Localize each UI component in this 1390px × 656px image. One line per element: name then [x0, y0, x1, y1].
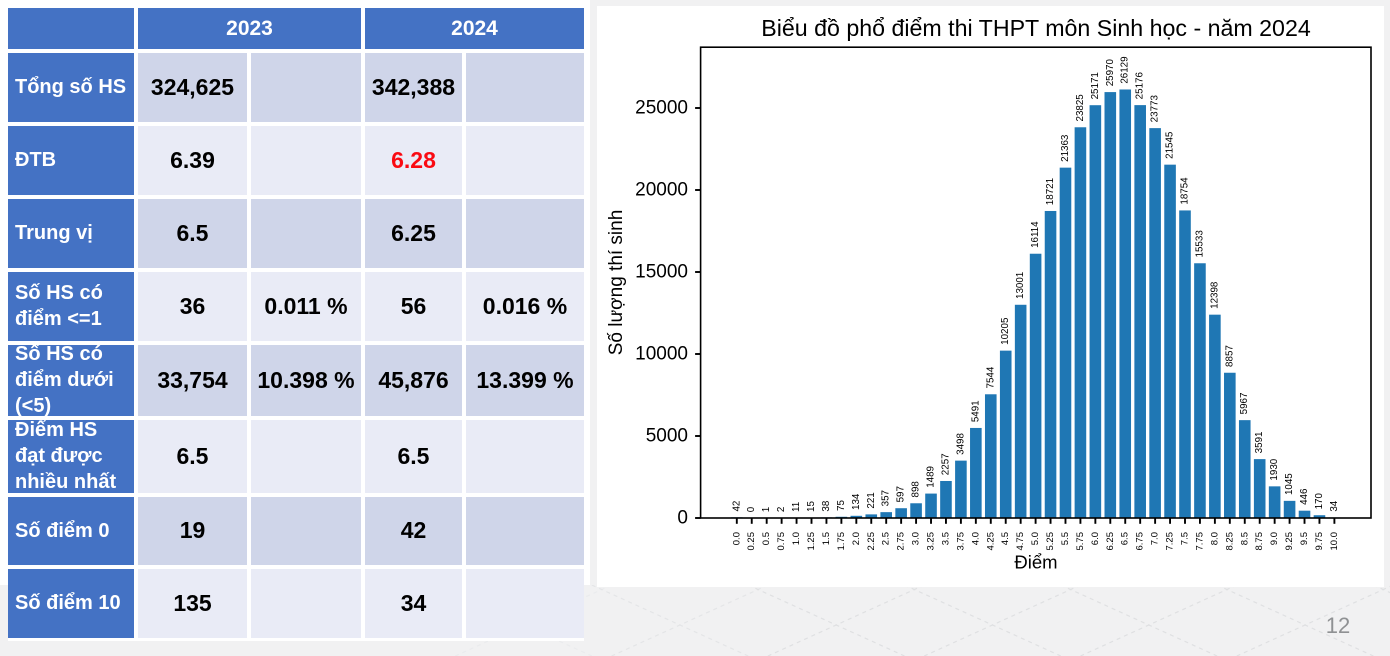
svg-text:5491: 5491 — [970, 400, 981, 422]
svg-text:0.75: 0.75 — [776, 532, 787, 551]
svg-text:5.0: 5.0 — [1030, 532, 1041, 545]
svg-text:5.25: 5.25 — [1045, 532, 1056, 551]
svg-text:15: 15 — [806, 501, 817, 512]
svg-text:9.25: 9.25 — [1284, 532, 1295, 551]
svg-text:7.5: 7.5 — [1180, 532, 1191, 545]
svg-text:10.0: 10.0 — [1329, 532, 1340, 551]
svg-text:1.25: 1.25 — [806, 532, 817, 551]
svg-text:16114: 16114 — [1030, 221, 1041, 248]
svg-text:7.75: 7.75 — [1194, 532, 1205, 551]
svg-text:2.0: 2.0 — [851, 532, 862, 545]
svg-text:4.25: 4.25 — [985, 532, 996, 551]
svg-text:25171: 25171 — [1090, 72, 1101, 99]
svg-text:8.5: 8.5 — [1239, 532, 1250, 545]
svg-text:38: 38 — [821, 500, 832, 511]
svg-text:9.75: 9.75 — [1314, 532, 1325, 551]
svg-text:221: 221 — [866, 492, 877, 508]
svg-text:21363: 21363 — [1060, 134, 1071, 162]
svg-text:6.75: 6.75 — [1135, 532, 1146, 551]
svg-text:6.0: 6.0 — [1090, 532, 1101, 545]
svg-text:6.25: 6.25 — [1105, 532, 1116, 551]
svg-text:15000: 15000 — [635, 262, 688, 283]
svg-text:8857: 8857 — [1224, 345, 1235, 367]
svg-text:8.75: 8.75 — [1254, 532, 1265, 551]
svg-text:10205: 10205 — [1000, 317, 1011, 345]
svg-text:0.0: 0.0 — [731, 532, 742, 545]
svg-text:5.5: 5.5 — [1060, 532, 1071, 545]
svg-text:1489: 1489 — [926, 466, 937, 488]
svg-text:13001: 13001 — [1015, 272, 1026, 299]
svg-text:7544: 7544 — [985, 366, 996, 388]
svg-text:1: 1 — [761, 507, 772, 512]
svg-text:15533: 15533 — [1194, 230, 1205, 258]
svg-text:0: 0 — [677, 508, 688, 529]
svg-text:2: 2 — [776, 507, 787, 512]
svg-text:11: 11 — [791, 502, 802, 512]
svg-text:10000: 10000 — [635, 344, 688, 365]
svg-text:3498: 3498 — [955, 432, 966, 454]
svg-text:3591: 3591 — [1254, 432, 1265, 454]
svg-text:18721: 18721 — [1045, 178, 1056, 205]
svg-text:1930: 1930 — [1269, 458, 1280, 480]
svg-text:Biểu đồ phổ điểm thi THPT môn: Biểu đồ phổ điểm thi THPT môn Sinh học -… — [761, 15, 1311, 41]
svg-text:5.75: 5.75 — [1075, 532, 1086, 551]
svg-text:5967: 5967 — [1239, 393, 1250, 415]
svg-text:357: 357 — [881, 490, 892, 506]
svg-text:4.75: 4.75 — [1015, 532, 1026, 551]
svg-text:6.5: 6.5 — [1120, 532, 1131, 545]
svg-text:8.25: 8.25 — [1224, 532, 1235, 551]
svg-text:1.5: 1.5 — [821, 532, 832, 545]
svg-text:25000: 25000 — [635, 98, 688, 119]
svg-text:898: 898 — [911, 481, 922, 498]
svg-text:2.25: 2.25 — [866, 532, 877, 551]
svg-text:446: 446 — [1299, 488, 1310, 505]
svg-text:20000: 20000 — [635, 180, 688, 201]
svg-text:4.0: 4.0 — [970, 532, 981, 545]
svg-text:34: 34 — [1329, 500, 1340, 511]
svg-text:134: 134 — [851, 493, 862, 510]
svg-text:Điểm: Điểm — [1014, 552, 1057, 573]
svg-text:170: 170 — [1314, 493, 1325, 510]
svg-text:3.0: 3.0 — [911, 532, 922, 545]
svg-text:5000: 5000 — [646, 426, 688, 447]
svg-text:1.75: 1.75 — [836, 532, 847, 551]
svg-text:8.0: 8.0 — [1209, 532, 1220, 545]
svg-text:2257: 2257 — [940, 453, 951, 475]
svg-text:2.5: 2.5 — [881, 532, 892, 545]
svg-text:23773: 23773 — [1150, 95, 1161, 123]
svg-text:Số lượng thí sinh: Số lượng thí sinh — [606, 210, 627, 356]
svg-text:0.5: 0.5 — [761, 532, 772, 545]
svg-text:1045: 1045 — [1284, 473, 1295, 495]
svg-text:12398: 12398 — [1209, 281, 1220, 309]
svg-text:2.75: 2.75 — [896, 532, 907, 551]
svg-text:1.0: 1.0 — [791, 532, 802, 545]
svg-text:0: 0 — [746, 506, 757, 512]
svg-text:18754: 18754 — [1180, 177, 1191, 205]
svg-text:7.25: 7.25 — [1165, 532, 1176, 551]
svg-text:3.25: 3.25 — [926, 532, 937, 551]
svg-text:25176: 25176 — [1135, 72, 1146, 100]
svg-text:75: 75 — [836, 500, 847, 511]
svg-text:25970: 25970 — [1105, 58, 1116, 86]
svg-text:0.25: 0.25 — [746, 532, 757, 551]
svg-text:9.5: 9.5 — [1299, 532, 1310, 545]
svg-text:3.5: 3.5 — [940, 532, 951, 545]
svg-text:597: 597 — [896, 486, 907, 502]
svg-text:3.75: 3.75 — [955, 532, 966, 551]
svg-text:26129: 26129 — [1120, 56, 1131, 83]
svg-text:42: 42 — [731, 501, 742, 512]
svg-text:7.0: 7.0 — [1150, 532, 1161, 545]
svg-text:9.0: 9.0 — [1269, 532, 1280, 545]
svg-text:21545: 21545 — [1165, 131, 1176, 159]
svg-text:23825: 23825 — [1075, 94, 1086, 122]
svg-text:4.5: 4.5 — [1000, 532, 1011, 545]
